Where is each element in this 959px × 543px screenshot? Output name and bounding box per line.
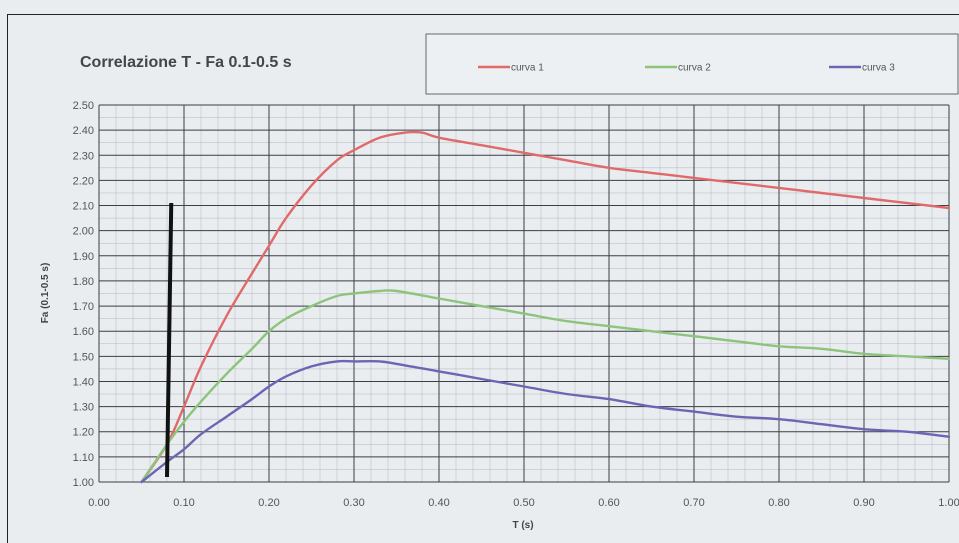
series-lines [140, 130, 951, 484]
gridlines [98, 104, 950, 483]
x-tick-label: 0.40 [428, 497, 449, 509]
x-tick-label: 0.30 [343, 497, 364, 509]
y-tick-label: 1.00 [73, 477, 94, 489]
y-tick-label: 1.60 [73, 326, 94, 338]
x-tick-label: 1.00 [938, 497, 959, 509]
annotation-vertical-line [165, 202, 174, 478]
y-tick-label: 1.70 [73, 301, 94, 313]
x-tick-label: 0.20 [258, 497, 279, 509]
y-tick-label: 1.80 [73, 276, 94, 288]
x-tick-label: 0.70 [683, 497, 704, 509]
y-tick-label: 2.30 [73, 150, 94, 162]
x-axis-label: T (s) [512, 520, 533, 531]
y-tick-label: 1.20 [73, 427, 94, 439]
tick-labels: 0.00 0.10 0.20 0.30 0.40 0.50 0.60 0.70 0.80 0.90… [73, 100, 959, 509]
legend-box [425, 33, 959, 95]
y-tick-label: 2.50 [73, 100, 94, 112]
x-tick-label: 0.90 [853, 497, 874, 509]
y-tick-label: 1.30 [73, 402, 94, 414]
legend-label-3: curva 3 [862, 63, 895, 74]
series-line-3 [140, 359, 951, 484]
x-tick-label: 0.60 [598, 497, 619, 509]
chart-title: Correlazione T - Fa 0.1-0.5 s [80, 54, 292, 71]
series-line-2 [140, 289, 951, 484]
x-tick-label: 0.80 [768, 497, 789, 509]
chart-frame [7, 14, 959, 543]
x-tick-label: 0.50 [513, 497, 534, 509]
y-axis-label: Fa (0.1-0.5 s) [40, 263, 51, 324]
y-tick-label: 1.50 [73, 351, 94, 363]
y-tick-label: 2.10 [73, 201, 94, 213]
annotations [165, 202, 174, 478]
legend-label-2: curva 2 [678, 63, 711, 74]
y-tick-label: 2.40 [73, 125, 94, 137]
legend-label-1: curva 1 [511, 63, 544, 74]
y-tick-label: 2.20 [73, 175, 94, 187]
x-tick-label: 0.10 [173, 497, 194, 509]
y-tick-label: 1.90 [73, 251, 94, 263]
y-tick-label: 2.00 [73, 226, 94, 238]
y-tick-label: 1.40 [73, 376, 94, 388]
x-tick-label: 0.00 [88, 497, 109, 509]
series-line-1 [140, 130, 951, 484]
y-tick-label: 1.10 [73, 452, 94, 464]
legend: curva 1 curva 2 curva 3 [478, 63, 895, 74]
